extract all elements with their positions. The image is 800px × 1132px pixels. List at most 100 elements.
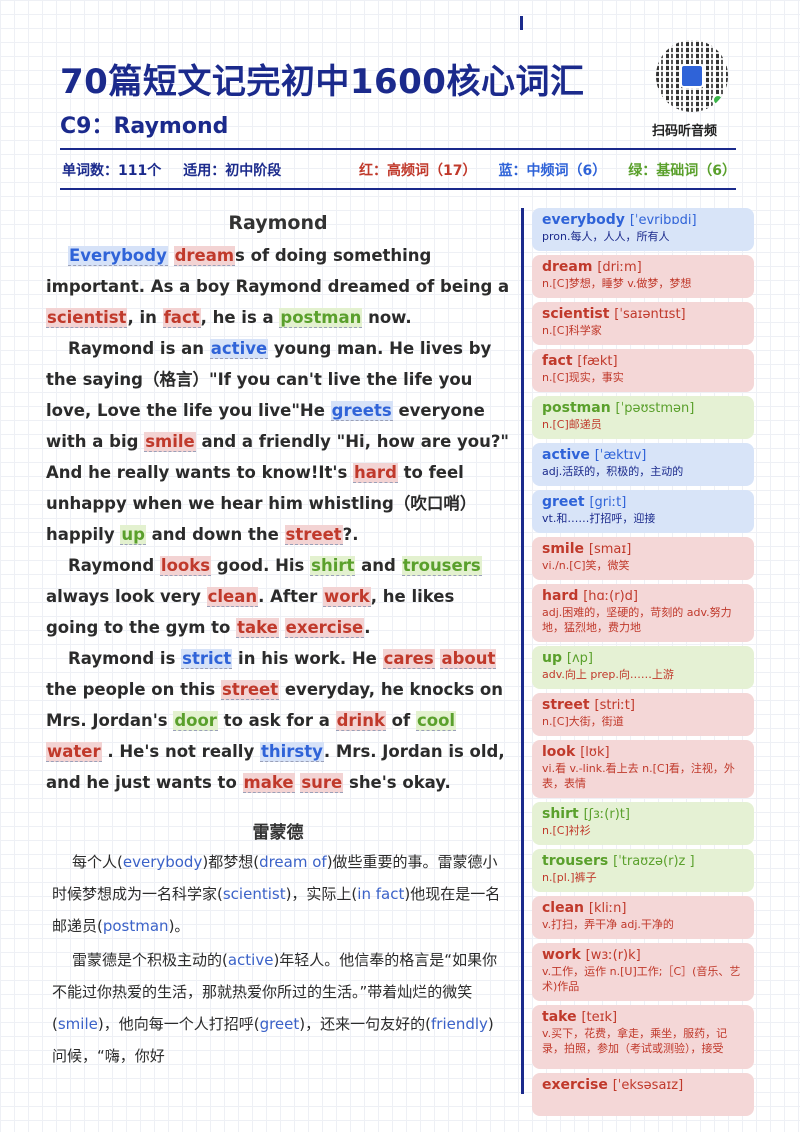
qr-code-icon[interactable] — [656, 40, 728, 112]
vocab-highlight[interactable]: thirsty — [259, 742, 324, 762]
vocab-phonetic: [ʌp] — [566, 651, 593, 666]
vocab-card-street[interactable]: street [striːt] n.[C]大街，街道 — [532, 693, 754, 736]
vocab-highlight[interactable]: active — [209, 339, 269, 359]
vocab-card-work[interactable]: work [wɜː(r)k] v.工作，运作 n.[U]工作;［C］(音乐、艺术)… — [532, 943, 754, 1001]
vocab-card-hard[interactable]: hard [hɑː(r)d] adj.困难的，坚硬的，苛刻的 adv.努力地，猛烈… — [532, 584, 754, 642]
vocab-highlight[interactable]: door — [173, 711, 218, 731]
vocab-highlight[interactable]: looks — [159, 556, 212, 576]
vocab-highlight[interactable]: greets — [330, 401, 393, 421]
vocab-highlight[interactable]: drink — [335, 711, 386, 731]
vocab-highlight[interactable]: scientist — [46, 308, 128, 328]
text-run: ?. — [342, 525, 359, 544]
vocab-highlight[interactable]: about — [440, 649, 497, 669]
vocab-card-shirt[interactable]: shirt [ʃɜː(r)t] n.[C]衬衫 — [532, 802, 754, 845]
vocab-highlight[interactable]: exercise — [284, 618, 365, 638]
vocab-word: smile — [542, 541, 589, 557]
vocab-word: look — [542, 744, 581, 760]
vocab-definition: v.打扫，弄干净 adj.干净的 — [542, 918, 674, 931]
vocab-card-scientist[interactable]: scientist [ˈsaɪəntɪst] n.[C]科学家 — [532, 302, 754, 345]
vocab-word: active — [542, 447, 595, 463]
vocab-card-look[interactable]: look [lʊk] vi.看 v.-link.看上去 n.[C]看，注视，外表，… — [532, 740, 754, 798]
vocab-highlight[interactable]: cares — [382, 649, 435, 669]
vocab-card-active[interactable]: active [ˈæktɪv] adj.活跃的，积极的，主动的 — [532, 443, 754, 486]
text-run: to ask for a — [217, 711, 336, 730]
vocab-highlight[interactable]: hard — [353, 463, 398, 483]
vocab-card-everybody[interactable]: everybody [ˈevribɒdi] pron.每人，人人，所有人 — [532, 208, 754, 251]
vocab-definition: n.[pl.]裤子 — [542, 871, 597, 884]
vocab-headword: fact [fækt] — [542, 353, 744, 369]
vocab-word: dream — [542, 259, 598, 275]
vocab-headword: shirt [ʃɜː(r)t] — [542, 806, 744, 822]
vocab-headword: take [teɪk] — [542, 1009, 744, 1025]
text-run: . — [364, 618, 371, 637]
translation-keyword: friendly — [431, 1015, 488, 1033]
text-run: Raymond is — [68, 649, 182, 668]
vocab-highlight[interactable]: water — [46, 742, 102, 762]
vocab-card-up[interactable]: up [ʌp] adv.向上 prep.向……上游 — [532, 646, 754, 689]
vocab-highlight[interactable]: take — [236, 618, 279, 638]
vocab-word: take — [542, 1009, 582, 1025]
vocab-highlight[interactable]: street — [284, 525, 343, 545]
vocab-highlight[interactable]: postman — [279, 308, 363, 328]
vocab-card-clean[interactable]: clean [kliːn] v.打扫，弄干净 adj.干净的 — [532, 896, 754, 939]
vocab-highlight[interactable]: up — [120, 525, 146, 545]
vocab-highlight[interactable]: strict — [181, 649, 233, 669]
stats-bar: 单词数：111个 适用：初中阶段 红：高频词（17） 蓝：中频词（6） 绿：基础… — [62, 160, 736, 180]
vocab-card-exercise[interactable]: exercise [ˈeksəsaɪz] — [532, 1073, 754, 1116]
vocab-word: greet — [542, 494, 590, 510]
translation-title: 雷蒙德 — [252, 823, 304, 843]
article-paragraph: Raymond is strict in his work. He cares … — [46, 643, 510, 798]
vocab-card-fact[interactable]: fact [fækt] n.[C]现实，事实 — [532, 349, 754, 392]
article-paragraph: Everybody dreams of doing something impo… — [46, 240, 510, 333]
vocab-definition: adv.向上 prep.向……上游 — [542, 668, 674, 681]
text-run — [279, 618, 285, 637]
vocab-headword: everybody [ˈevribɒdi] — [542, 212, 744, 228]
vocab-card-trousers[interactable]: trousers [ˈtraʊzə(r)z ] n.[pl.]裤子 — [532, 849, 754, 892]
text-run: )他现在是一名邮递员( — [52, 885, 501, 935]
vocab-highlight[interactable]: fact — [162, 308, 201, 328]
text-run: 每个人( — [72, 853, 123, 871]
vocab-definition: n.[C]大街，街道 — [542, 715, 624, 728]
vocab-phonetic: [fækt] — [577, 354, 618, 369]
vocab-highlight[interactable]: make — [242, 773, 295, 793]
vocab-highlight[interactable]: Everybody — [68, 246, 168, 266]
vocab-headword: clean [kliːn] — [542, 900, 744, 916]
vocab-card-postman[interactable]: postman [ˈpəʊstmən] n.[C]邮递员 — [532, 396, 754, 439]
vocab-highlight[interactable]: dream — [173, 246, 236, 266]
vocab-highlight[interactable]: smile — [144, 432, 196, 452]
red-legend: 红：高频词（17） — [359, 163, 477, 179]
top-tick-mark — [520, 16, 523, 30]
vocab-headword: scientist [ˈsaɪəntɪst] — [542, 306, 744, 322]
vocab-word: up — [542, 650, 567, 666]
vocab-highlight[interactable]: sure — [300, 773, 344, 793]
vocab-card-smile[interactable]: smile [smaɪ] vi./n.[C]笑，微笑 — [532, 537, 754, 580]
vocab-definition: vi./n.[C]笑，微笑 — [542, 559, 630, 572]
vocab-phonetic: [hɑː(r)d] — [583, 589, 638, 604]
vocab-phonetic: [ˈeksəsaɪz] — [612, 1078, 684, 1093]
text-run: young man. He lives by the saying（格言）"If… — [46, 339, 492, 420]
translation-keyword: dream of — [259, 853, 327, 871]
vocab-highlight[interactable]: clean — [206, 587, 259, 607]
vocab-word: everybody — [542, 212, 630, 228]
vocab-word: work — [542, 947, 586, 963]
vocab-headword: up [ʌp] — [542, 650, 744, 666]
lesson-subtitle: C9：Raymond — [60, 114, 229, 139]
vocab-highlight[interactable]: cool — [415, 711, 457, 731]
vocab-highlight[interactable]: shirt — [310, 556, 356, 576]
vocab-headword: trousers [ˈtraʊzə(r)z ] — [542, 853, 744, 869]
vocab-highlight[interactable]: work — [323, 587, 371, 607]
vocab-definition: n.[C]邮递员 — [542, 418, 602, 431]
vocab-card-dream[interactable]: dream [driːm] n.[C]梦想，睡梦 v.做梦，梦想 — [532, 255, 754, 298]
article-paragraph: Raymond looks good. His shirt and trouse… — [46, 550, 510, 643]
text-run: 雷蒙德是个积极主动的( — [72, 951, 228, 969]
text-run: and down the — [145, 525, 285, 544]
vocab-headword: postman [ˈpəʊstmən] — [542, 400, 744, 416]
text-run: )，实际上( — [285, 885, 358, 903]
vocab-highlight[interactable]: trousers — [401, 556, 482, 576]
vocab-headword: smile [smaɪ] — [542, 541, 744, 557]
vocab-card-greet[interactable]: greet [griːt] vt.和……打招呼，迎接 — [532, 490, 754, 533]
vocab-highlight[interactable]: street — [221, 680, 280, 700]
vocab-card-take[interactable]: take [teɪk] v.买下，花费，拿走，乘坐，服药，记录，拍照，参加（考试或… — [532, 1005, 754, 1069]
vocab-word: street — [542, 697, 595, 713]
vocab-word: shirt — [542, 806, 584, 822]
